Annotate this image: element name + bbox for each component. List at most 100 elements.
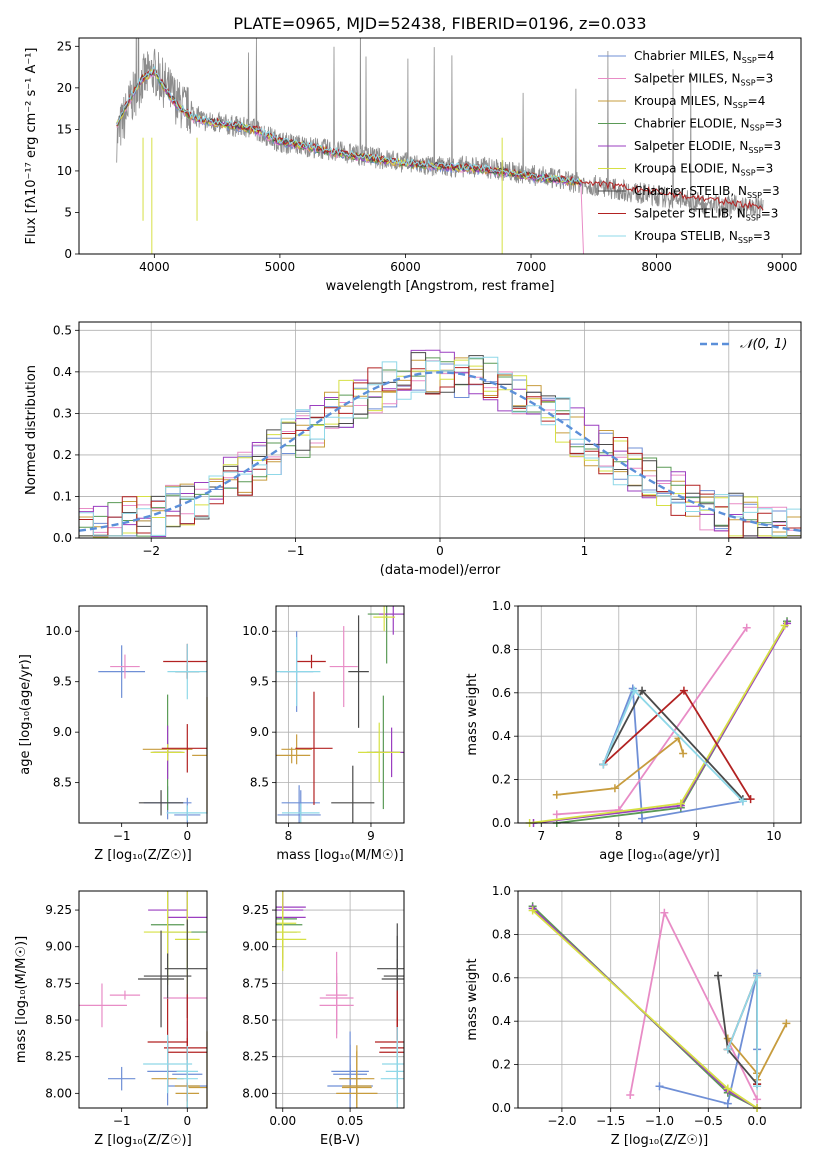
weight-marker <box>552 810 561 819</box>
weight-marker <box>638 814 647 823</box>
weight-marker <box>655 1082 664 1091</box>
legend-entry: 𝒩(0, 1) <box>740 337 787 352</box>
x-axis-label: mass [log₁₀(M/M☉)] <box>276 848 403 863</box>
weight-marker <box>723 1084 732 1093</box>
histogram-3 <box>79 357 801 538</box>
y-tick-label: 8.5 <box>250 776 269 790</box>
x-tick-label: 8 <box>615 829 623 843</box>
legend-entry: Salpeter ELODIE, NSSP=3 <box>634 139 781 155</box>
y-tick-label: 0.2 <box>53 448 72 462</box>
y-tick-label: 9.0 <box>250 725 269 739</box>
weight-marker <box>746 795 755 804</box>
legend-entry: Kroupa MILES, NSSP=4 <box>634 94 765 110</box>
x-tick-label: 7000 <box>516 260 547 274</box>
y-tick-label: 0.0 <box>492 1101 511 1115</box>
x-tick-label: 9 <box>367 829 375 843</box>
y-tick-label: 1.0 <box>492 599 511 613</box>
x-tick-label: 0.00 <box>269 1114 296 1128</box>
x-tick-label: 0.05 <box>337 1114 364 1128</box>
y-tick-label: 8.75 <box>45 976 72 990</box>
x-tick-label: −1.0 <box>645 1114 674 1128</box>
y-tick-label: 10 <box>57 164 72 178</box>
mass-vs-EBV-marks <box>276 891 404 1108</box>
mass-weight-vs-age-marks <box>525 617 792 827</box>
x-tick-label: 5000 <box>265 260 296 274</box>
x-tick-label: 0 <box>436 544 444 558</box>
weight-marker <box>723 1045 732 1054</box>
y-tick-label: 0 <box>64 247 72 261</box>
y-tick-label: 25 <box>57 39 72 53</box>
x-axis-label: E(B-V) <box>320 1133 360 1148</box>
weight-marker <box>723 1099 732 1108</box>
mass-vs-Z-marks <box>79 891 208 1108</box>
y-axis-label: age [log₁₀(age/yr)] <box>18 654 33 775</box>
y-axis-label: Normed distribution <box>24 365 39 495</box>
weight-marker <box>638 686 647 695</box>
legend-entry: Salpeter MILES, NSSP=3 <box>634 72 773 88</box>
y-tick-label: 8.00 <box>45 1086 72 1100</box>
y-tick-label: 9.5 <box>250 675 269 689</box>
y-tick-label: 20 <box>57 81 72 95</box>
y-tick-label: 0.6 <box>492 686 511 700</box>
x-tick-label: 1 <box>581 544 589 558</box>
plot-frame <box>78 605 208 824</box>
age-vs-mass-axes: 8 9 8.5 9.0 9.5 10.0 mass [log₁₀(M/M☉)] <box>242 606 404 863</box>
weight-marker <box>753 1095 762 1104</box>
plot-frame <box>78 37 802 255</box>
weight-marker <box>723 1034 732 1043</box>
weight-marker <box>714 971 723 980</box>
age-vs-Z-axes: −1 0 8.5 9.0 9.5 10.0 Z [log₁₀(Z/Z☉)] age [log₁… <box>18 624 192 863</box>
x-tick-label: 9000 <box>767 260 798 274</box>
weight-marker <box>679 686 688 695</box>
weight-marker <box>676 799 685 808</box>
spectrum-legend: Chabrier MILES, NSSP=4 Salpeter MILES, NS… <box>598 49 782 245</box>
x-axis-label: (data-model)/error <box>380 563 501 578</box>
plot-frame <box>517 605 802 824</box>
weight-marker <box>626 1090 635 1099</box>
figure-title: PLATE=0965, MJD=52438, FIBERID=0196, z=0… <box>233 14 646 33</box>
panels: 4000 5000 6000 7000 8000 90000510152025wavele… <box>14 37 802 1148</box>
x-axis-label: wavelength [Angstrom, rest frame] <box>326 279 555 294</box>
spectrum-axes: 4000 5000 6000 7000 8000 9000 0 5 10 15 20 25 wavele… <box>24 39 797 294</box>
weight-marker <box>780 621 789 630</box>
y-axis-label: Flux [fλ10⁻¹⁷ erg cm⁻² s⁻¹ A⁻¹] <box>24 48 39 245</box>
y-tick-label: 9.0 <box>53 725 72 739</box>
y-tick-label: 0.4 <box>492 729 511 743</box>
histogram-7 <box>79 367 801 538</box>
x-axis-label: Z [log₁₀(Z/Z☉)] <box>611 1133 708 1148</box>
y-tick-label: 8.00 <box>242 1086 269 1100</box>
legend-entry: Chabrier ELODIE, NSSP=3 <box>634 117 782 133</box>
weight-marker <box>610 784 619 793</box>
y-tick-label: 15 <box>57 122 72 136</box>
weight-marker <box>753 1082 762 1091</box>
y-tick-label: 8.5 <box>53 776 72 790</box>
weight-marker <box>782 1019 791 1028</box>
weight-marker <box>552 790 561 799</box>
y-axis-label: mass weight <box>465 958 480 1040</box>
x-axis-label: Z [log₁₀(Z/Z☉)] <box>94 848 191 863</box>
x-tick-label: −2 <box>142 544 160 558</box>
x-tick-label: −2.0 <box>547 1114 576 1128</box>
plot-frame <box>275 890 405 1109</box>
plot-frame <box>78 890 208 1109</box>
y-tick-label: 8.50 <box>242 1013 269 1027</box>
plot-frame <box>78 321 802 539</box>
y-tick-label: 0.0 <box>492 816 511 830</box>
y-tick-label: 0.4 <box>492 1014 511 1028</box>
weight-marker <box>599 760 608 769</box>
x-tick-label: 7 <box>537 829 545 843</box>
legend-entry: Chabrier MILES, NSSP=4 <box>634 49 774 65</box>
y-tick-label: 10.0 <box>45 624 72 638</box>
y-tick-label: 9.00 <box>45 940 72 954</box>
weight-marker <box>679 749 688 758</box>
y-tick-label: 0.2 <box>492 1058 511 1072</box>
legend-entry: Chabrier STELIB, NSSP=3 <box>634 184 780 200</box>
plot-frame <box>517 890 802 1109</box>
x-tick-label: 10 <box>766 829 781 843</box>
legend-entry: Kroupa ELODIE, NSSP=3 <box>634 162 773 178</box>
x-tick-label: −1 <box>113 1114 131 1128</box>
x-tick-label: −1 <box>287 544 305 558</box>
y-tick-label: 0.4 <box>53 365 72 379</box>
y-tick-label: 9.00 <box>242 940 269 954</box>
